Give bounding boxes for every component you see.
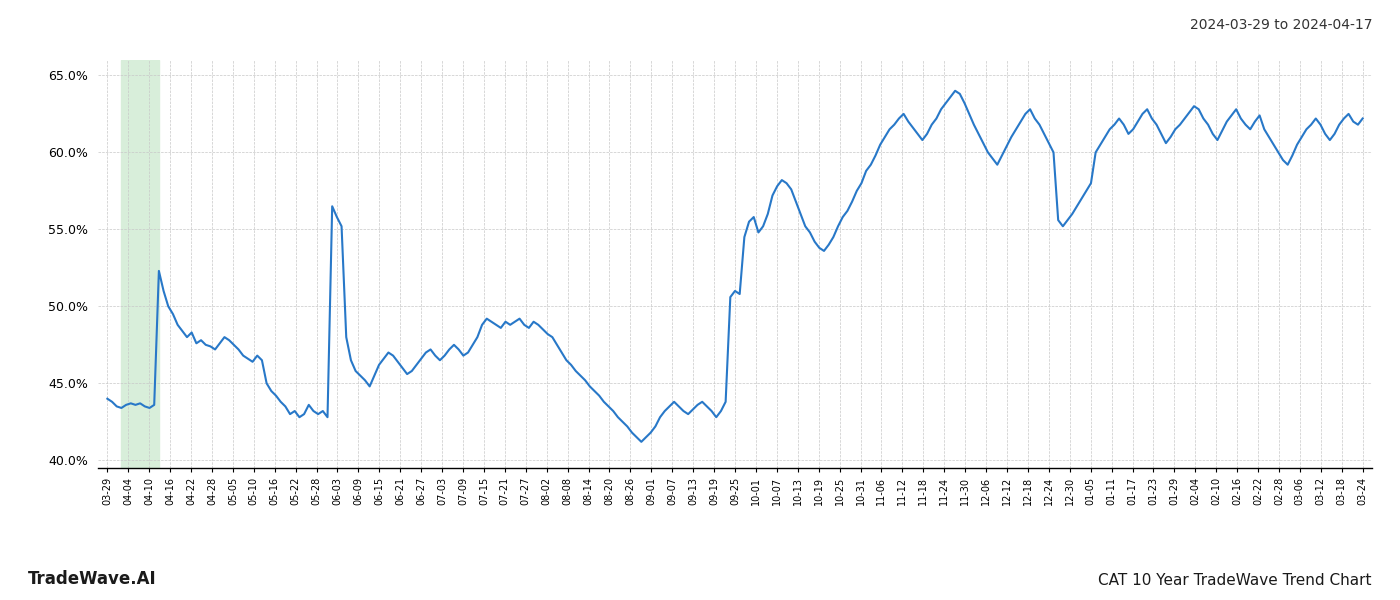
Text: CAT 10 Year TradeWave Trend Chart: CAT 10 Year TradeWave Trend Chart [1099, 573, 1372, 588]
Text: 2024-03-29 to 2024-04-17: 2024-03-29 to 2024-04-17 [1190, 18, 1372, 32]
Bar [122, 60, 158, 468]
Text: TradeWave.AI: TradeWave.AI [28, 570, 157, 588]
